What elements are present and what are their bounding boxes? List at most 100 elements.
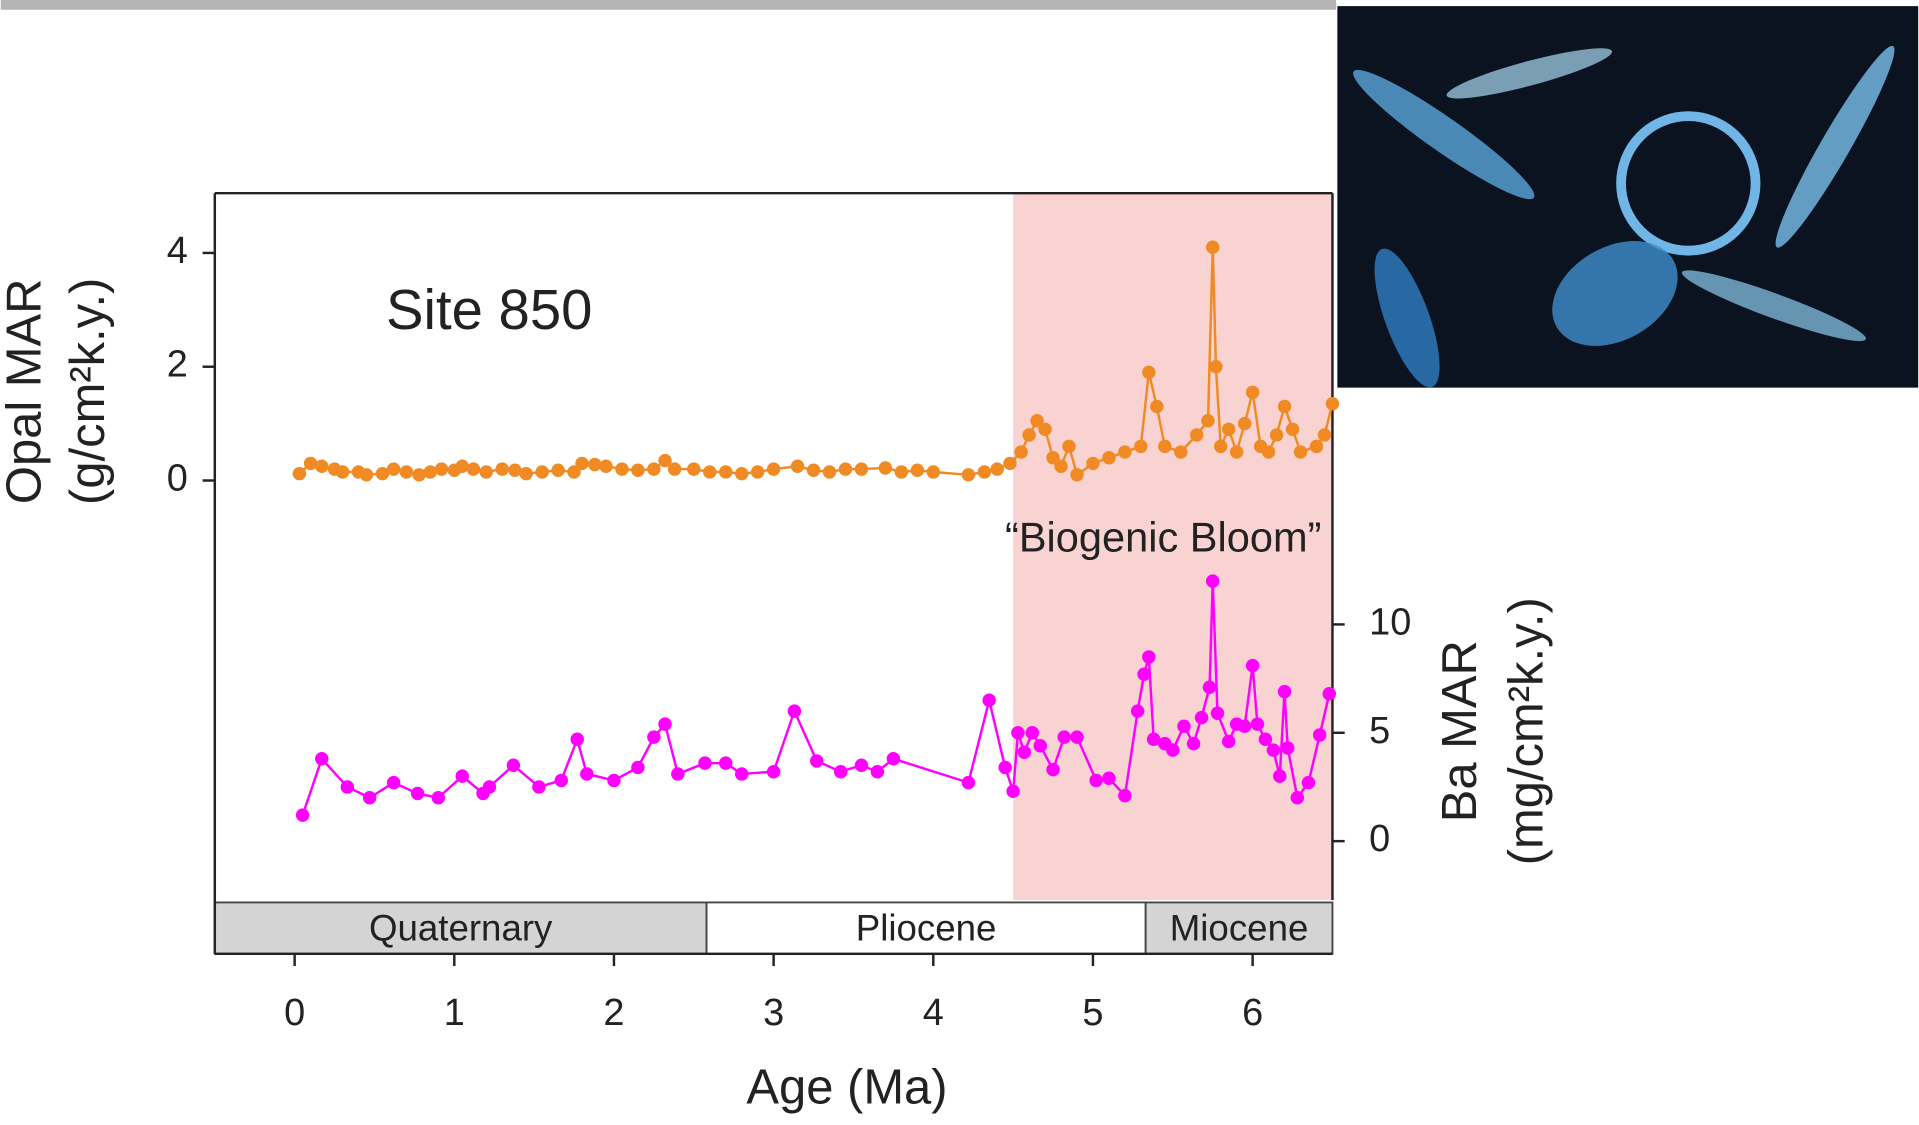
data-point <box>1238 417 1251 430</box>
data-point <box>855 759 868 772</box>
data-point <box>1222 423 1235 436</box>
data-point <box>1278 685 1291 698</box>
data-point <box>1230 445 1243 458</box>
data-point <box>1187 737 1200 750</box>
data-point <box>668 462 681 475</box>
data-point <box>435 462 448 475</box>
data-point <box>1158 440 1171 453</box>
data-point <box>1313 728 1326 741</box>
data-point <box>1057 730 1070 743</box>
data-point <box>1251 717 1264 730</box>
data-point <box>575 457 588 470</box>
data-point <box>424 465 437 478</box>
data-point <box>631 464 644 477</box>
data-point <box>1318 428 1331 441</box>
data-point <box>911 464 924 477</box>
data-point <box>599 460 612 473</box>
data-point <box>1046 763 1059 776</box>
y2-tick-label: 10 <box>1369 601 1411 643</box>
data-point <box>807 464 820 477</box>
x-tick-label: 0 <box>284 992 305 1034</box>
data-point <box>1026 726 1039 739</box>
data-point <box>879 461 892 474</box>
data-point <box>304 457 317 470</box>
data-point <box>551 464 564 477</box>
data-point <box>1150 400 1163 413</box>
data-point <box>555 774 568 787</box>
data-point <box>698 756 711 769</box>
data-point <box>571 733 584 746</box>
data-point <box>1201 414 1214 427</box>
data-point <box>1011 726 1024 739</box>
data-point <box>1310 440 1323 453</box>
data-point <box>1089 774 1102 787</box>
data-point <box>855 462 868 475</box>
data-point <box>412 468 425 481</box>
site-label: Site 850 <box>386 278 592 341</box>
data-point <box>1281 741 1294 754</box>
data-point <box>1246 386 1259 399</box>
data-point <box>483 780 496 793</box>
data-point <box>535 465 548 478</box>
data-point <box>1209 360 1222 373</box>
data-point <box>315 460 328 473</box>
data-point <box>810 754 823 767</box>
top-bar <box>1 0 1336 10</box>
y2-tick-label: 0 <box>1369 818 1390 860</box>
data-point <box>887 752 900 765</box>
data-point <box>1022 428 1035 441</box>
chart: QuaternaryPlioceneMiocene01234560240510 … <box>0 0 1919 1125</box>
data-point <box>1190 428 1203 441</box>
data-point <box>360 468 373 481</box>
data-point <box>1259 733 1272 746</box>
data-point <box>871 765 884 778</box>
data-point <box>834 765 847 778</box>
epoch-label: Quaternary <box>369 907 553 948</box>
data-point <box>1323 687 1336 700</box>
data-point <box>1131 704 1144 717</box>
data-point <box>387 462 400 475</box>
epoch-label: Pliocene <box>856 907 997 948</box>
data-point <box>735 467 748 480</box>
data-point <box>1326 397 1339 410</box>
x-tick-label: 2 <box>603 992 624 1034</box>
data-point <box>1195 711 1208 724</box>
data-point <box>1270 428 1283 441</box>
data-point <box>631 761 644 774</box>
data-point <box>315 752 328 765</box>
data-point <box>647 730 660 743</box>
data-point <box>615 462 628 475</box>
y2-axis-title: Ba MAR <box>1433 640 1487 822</box>
data-point <box>363 791 376 804</box>
data-point <box>1286 423 1299 436</box>
data-point <box>1278 400 1291 413</box>
data-point <box>982 694 995 707</box>
data-point <box>658 717 671 730</box>
x-tick-label: 1 <box>444 992 465 1034</box>
y2-tick-label: 5 <box>1369 710 1390 752</box>
data-point <box>296 808 309 821</box>
x-tick-label: 3 <box>763 992 784 1034</box>
data-point <box>647 462 660 475</box>
data-point <box>519 467 532 480</box>
epoch-label: Miocene <box>1170 907 1309 948</box>
data-point <box>719 465 732 478</box>
data-point <box>1166 743 1179 756</box>
data-point <box>507 759 520 772</box>
bloom-label: “Biogenic Bloom” <box>1005 513 1321 560</box>
data-point <box>456 460 469 473</box>
data-point <box>456 769 469 782</box>
data-point <box>962 776 975 789</box>
data-point <box>671 767 684 780</box>
data-point <box>400 465 413 478</box>
data-point <box>687 462 700 475</box>
data-point <box>751 465 764 478</box>
y-axis-title: Opal MAR <box>0 279 52 505</box>
page: {"chart_data": {"type": "line", "annotat… <box>0 0 1919 1125</box>
x-tick-label: 6 <box>1242 992 1263 1034</box>
data-point <box>1302 776 1315 789</box>
data-point <box>1070 468 1083 481</box>
data-point <box>719 756 732 769</box>
data-point <box>1206 574 1219 587</box>
data-point <box>1142 366 1155 379</box>
